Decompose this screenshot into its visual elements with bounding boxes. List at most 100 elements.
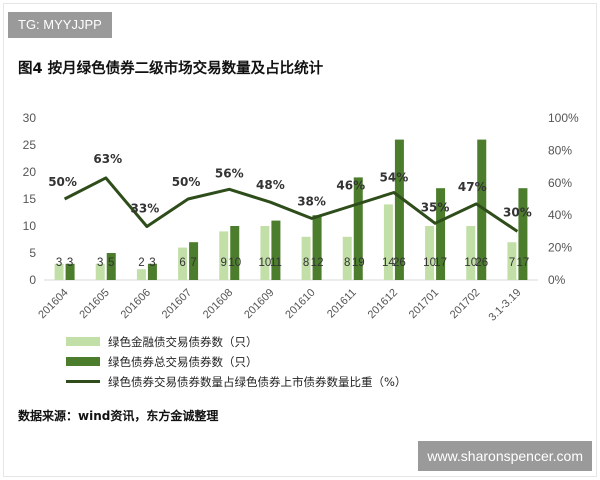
bar-value-label: 14 xyxy=(382,257,395,269)
legend-label-financial-bonds: 绿色金融债交易债券数（只） xyxy=(108,334,258,349)
y-left-tick-label: 15 xyxy=(23,192,37,206)
legend-label-total-bonds: 绿色债券总交易债券数（只） xyxy=(108,354,258,369)
x-tick-label: 201610 xyxy=(283,287,317,321)
line-value-label: 48% xyxy=(256,178,285,192)
bar-financial-bonds xyxy=(383,204,393,280)
watermark-url: www.sharonspencer.com xyxy=(418,441,592,471)
x-tick-label: 201608 xyxy=(201,287,235,321)
bar-total-bonds xyxy=(312,215,322,280)
legend-item-ratio: 绿色债券交易债券数量占绿色债券上市债券数量比重（%） xyxy=(66,373,406,390)
source-note: 数据来源：wind资讯，东方金诚整理 xyxy=(18,409,219,423)
bar-value-label: 8 xyxy=(303,257,309,269)
bar-value-label: 2 xyxy=(138,257,144,269)
bar-total-bonds xyxy=(230,226,240,280)
bar-value-label: 3 xyxy=(67,257,73,269)
legend-swatch-light xyxy=(66,337,100,346)
bar-value-label: 10 xyxy=(259,257,272,269)
legend-label-ratio: 绿色债券交易债券数量占绿色债券上市债券数量比重（%） xyxy=(108,374,407,389)
bar-financial-bonds xyxy=(301,236,311,280)
bar-financial-bonds xyxy=(136,269,146,280)
bar-financial-bonds xyxy=(219,231,229,280)
bar-value-label: 10 xyxy=(464,257,477,269)
bar-total-bonds xyxy=(65,263,75,280)
bar-value-label: 19 xyxy=(352,257,365,269)
bar-financial-bonds xyxy=(466,226,476,280)
x-tick-label: 3.1-3.19 xyxy=(487,287,524,324)
x-tick-label: 201611 xyxy=(325,287,359,321)
bar-value-label: 5 xyxy=(108,257,114,269)
watermark-tag: TG: MYYJJPP xyxy=(8,12,112,38)
bar-total-bonds xyxy=(106,253,116,280)
bar-total-bonds xyxy=(518,188,528,280)
bar-value-label: 3 xyxy=(97,257,103,269)
y-left-tick-label: 5 xyxy=(29,246,36,260)
bar-value-label: 3 xyxy=(56,257,62,269)
bar-value-label: 7 xyxy=(190,257,196,269)
x-tick-label: 201605 xyxy=(77,287,111,321)
bar-financial-bonds xyxy=(260,226,270,280)
bar-value-label: 3 xyxy=(149,257,155,269)
line-value-label: 33% xyxy=(131,202,160,216)
legend: 绿色金融债交易债券数（只） 绿色债券总交易债券数（只） 绿色债券交易债券数量占绿… xyxy=(66,333,406,393)
y-left-tick-label: 10 xyxy=(23,219,37,233)
x-tick-label: 201607 xyxy=(160,287,194,321)
bar-value-label: 17 xyxy=(434,257,447,269)
x-tick-label: 201604 xyxy=(36,287,70,321)
x-tick-label: 201609 xyxy=(242,287,276,321)
x-tick-label: 201606 xyxy=(119,287,153,321)
x-tick-label: 201702 xyxy=(448,287,482,321)
bar-financial-bonds xyxy=(425,226,435,280)
legend-swatch-dark xyxy=(66,357,100,366)
x-tick-label: 201701 xyxy=(407,287,441,321)
line-value-label: 50% xyxy=(48,175,77,189)
y-right-tick-label: 60% xyxy=(548,176,572,190)
line-value-label: 54% xyxy=(380,171,409,185)
ratio-line xyxy=(63,176,519,233)
bar-financial-bonds xyxy=(54,263,64,280)
legend-item-total-bonds: 绿色债券总交易债券数（只） xyxy=(66,353,406,370)
line-value-label: 35% xyxy=(421,200,450,214)
bar-value-label: 10 xyxy=(228,257,241,269)
bar-value-label: 11 xyxy=(270,257,282,269)
line-value-label: 30% xyxy=(503,205,532,219)
legend-swatch-line xyxy=(66,380,100,383)
line-value-label: 63% xyxy=(93,152,122,166)
y-right-tick-label: 80% xyxy=(548,143,572,157)
bar-value-label: 7 xyxy=(509,257,515,269)
bar-financial-bonds xyxy=(342,236,352,280)
line-value-label: 46% xyxy=(336,178,365,192)
y-left-tick-label: 30 xyxy=(23,111,37,125)
legend-item-financial-bonds: 绿色金融债交易债券数（只） xyxy=(66,333,406,350)
bar-total-bonds xyxy=(477,139,487,280)
y-right-tick-label: 40% xyxy=(548,208,572,222)
bar-financial-bonds xyxy=(507,242,517,280)
bar-value-label: 26 xyxy=(475,257,488,269)
bar-value-label: 8 xyxy=(344,257,350,269)
bar-value-label: 26 xyxy=(393,257,406,269)
bar-financial-bonds xyxy=(178,247,188,280)
bar-value-label: 17 xyxy=(517,257,530,269)
bar-value-label: 9 xyxy=(221,257,227,269)
bar-total-bonds xyxy=(189,242,199,280)
bar-total-bonds xyxy=(271,220,281,280)
y-right-tick-label: 100% xyxy=(548,111,579,125)
y-left-tick-label: 25 xyxy=(23,138,37,152)
bar-total-bonds xyxy=(147,263,157,280)
y-left-tick-label: 20 xyxy=(23,165,37,179)
line-value-label: 47% xyxy=(458,180,487,194)
image-frame xyxy=(3,3,597,477)
line-value-label: 50% xyxy=(172,175,201,189)
chart-title: 图4 按月绿色债券二级市场交易数量及占比统计 xyxy=(18,61,324,77)
y-left-tick-label: 0 xyxy=(29,273,36,287)
line-value-label: 56% xyxy=(215,166,244,180)
y-right-tick-label: 0% xyxy=(548,273,566,287)
bar-value-label: 12 xyxy=(311,257,324,269)
x-tick-label: 201612 xyxy=(366,287,400,321)
bar-financial-bonds xyxy=(95,263,105,280)
bar-total-bonds xyxy=(436,188,446,280)
bar-total-bonds xyxy=(394,139,404,280)
bar-total-bonds xyxy=(353,177,363,280)
bar-value-label: 10 xyxy=(423,257,436,269)
line-value-label: 38% xyxy=(297,194,326,208)
